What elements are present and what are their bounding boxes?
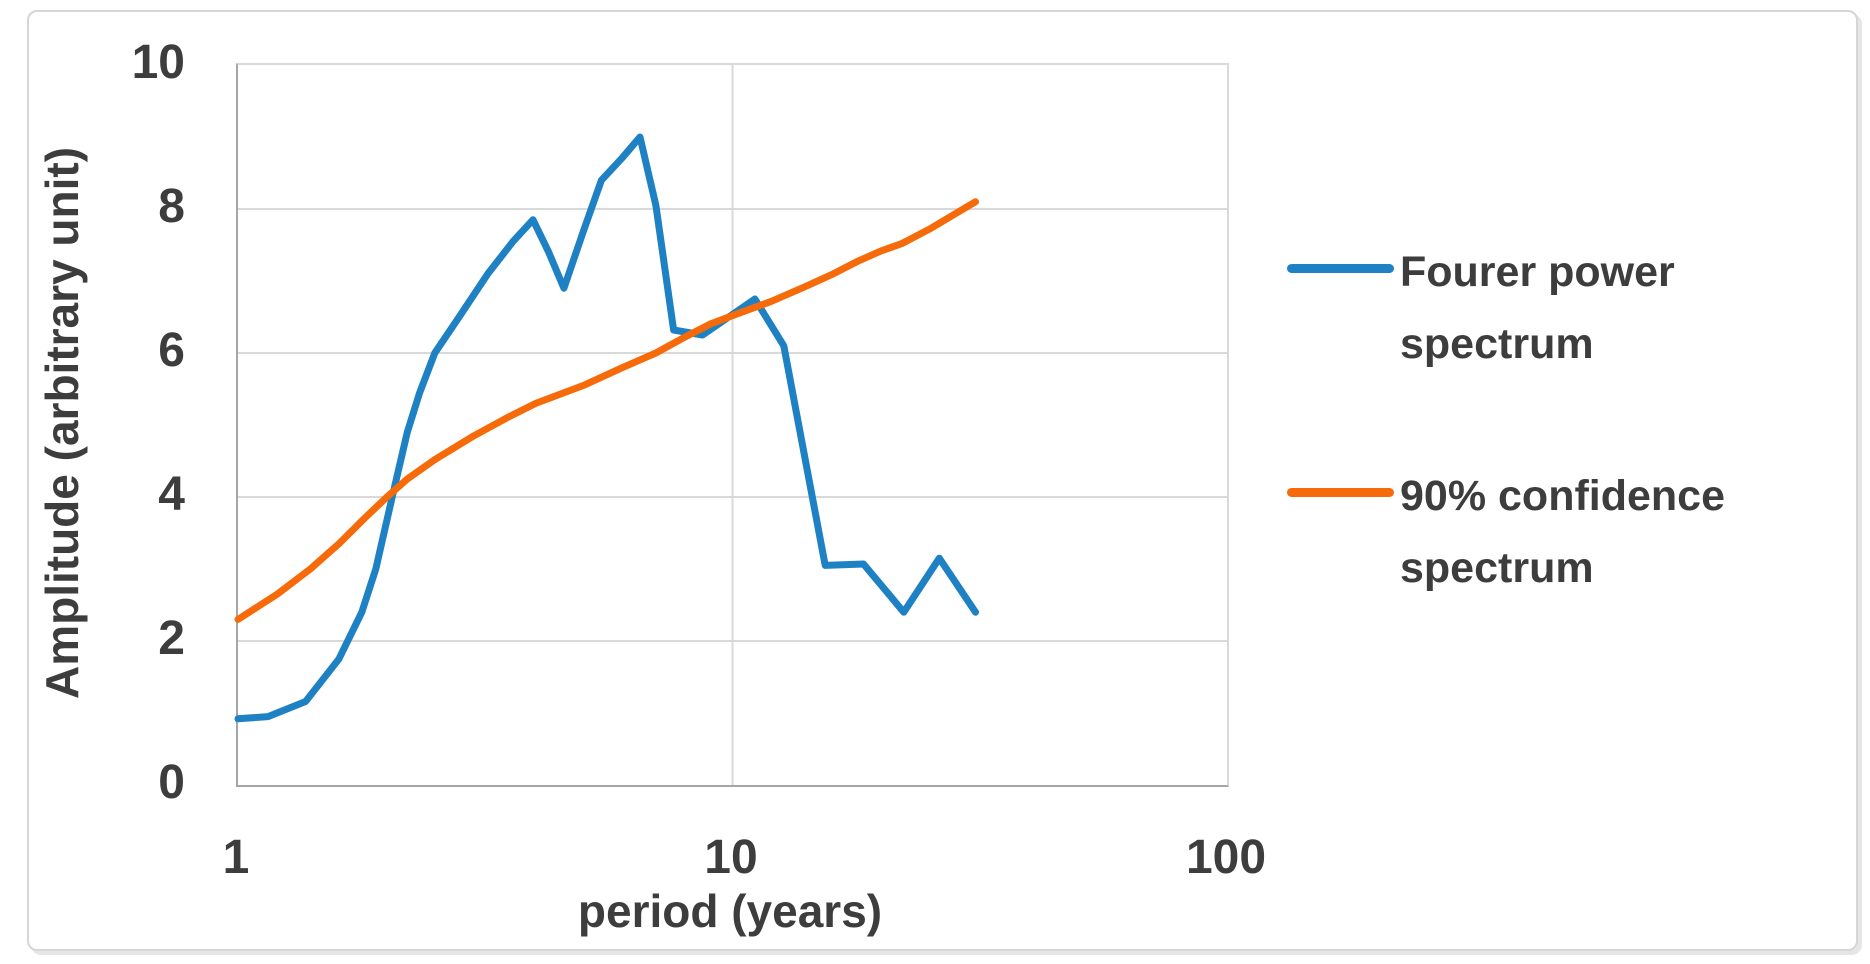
x-axis-title: period (years) xyxy=(577,885,883,937)
y-tick-6: 6 xyxy=(158,324,185,377)
x-tick-10: 10 xyxy=(704,831,758,884)
legend-line-sample-fourer-power xyxy=(1287,264,1394,273)
legend-label-line1: Fourer power xyxy=(1400,248,1675,296)
legend-label-line1: 90% confidence xyxy=(1400,472,1725,520)
series-line-fourer-power-spectrum xyxy=(234,133,979,723)
chart-canvas xyxy=(234,65,1227,785)
legend-line-sample-confidence xyxy=(1287,488,1394,497)
y-tick-10: 10 xyxy=(131,36,185,89)
x-tick-100: 100 xyxy=(1185,831,1267,884)
x-tick-1: 1 xyxy=(222,831,250,884)
series-line-90-confidence-spectrum xyxy=(234,198,979,623)
figure-frame xyxy=(27,10,1858,951)
plot-area xyxy=(234,63,1229,787)
y-tick-8: 8 xyxy=(158,180,185,233)
y-tick-0: 0 xyxy=(158,756,185,809)
legend-label-confidence: 90% confidence spectrum xyxy=(1400,460,1840,604)
y-tick-4: 4 xyxy=(158,468,185,521)
legend-label-fourer-power: Fourer power spectrum xyxy=(1400,236,1840,380)
legend-label-line2: spectrum xyxy=(1400,320,1594,368)
legend-label-line2: spectrum xyxy=(1400,544,1594,592)
y-tick-2: 2 xyxy=(158,612,185,665)
